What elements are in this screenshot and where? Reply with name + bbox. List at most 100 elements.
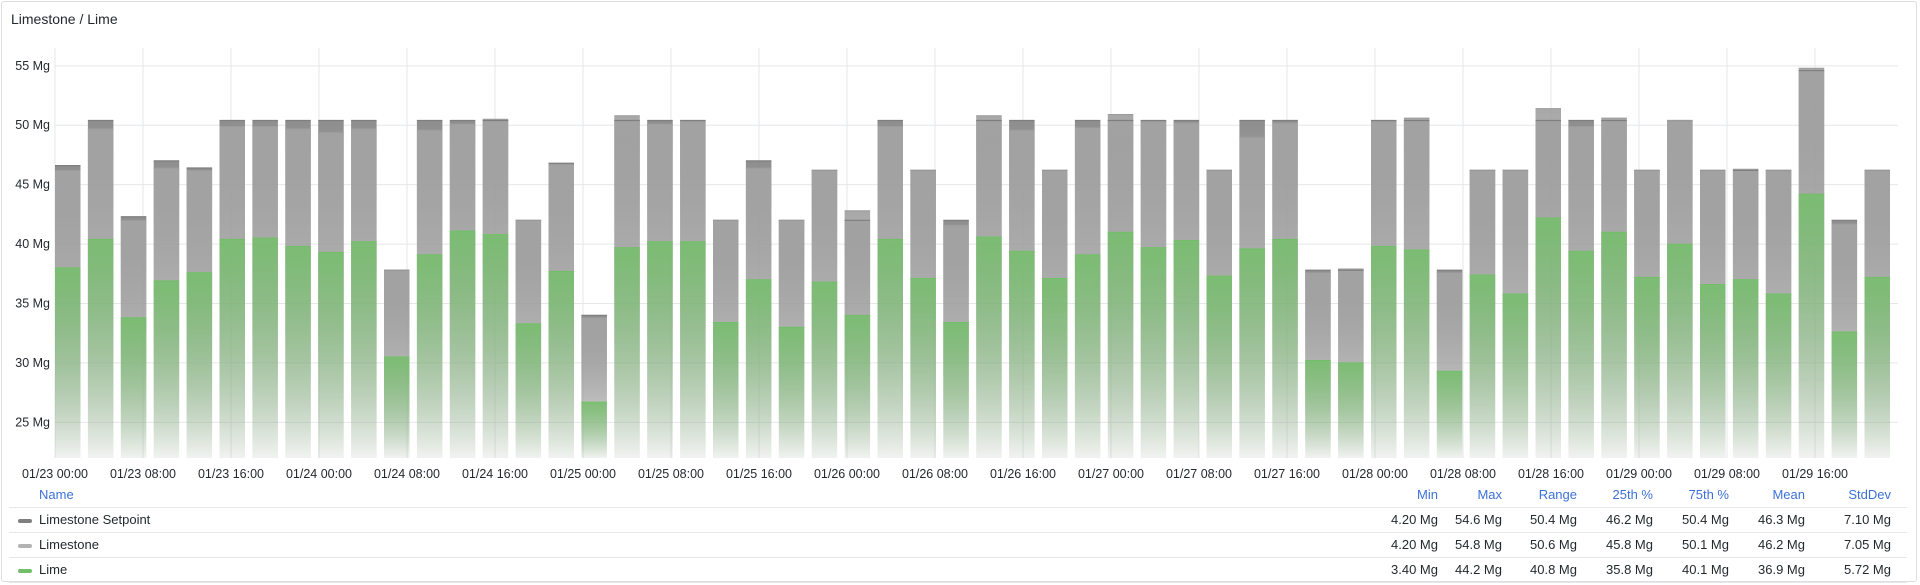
stat-stddev: 5.72 Mg: [1844, 562, 1891, 577]
bar-group: [351, 119, 377, 459]
bar-lime: [1371, 246, 1397, 458]
x-axis: 01/23 00:00 01/23 08:00 01/23 16:00 01/24 0…: [22, 467, 1848, 480]
bar-lime: [252, 238, 278, 458]
y-tick-label: 40 Mg: [15, 237, 50, 251]
bar-group: [1206, 169, 1232, 458]
stat-max: 44.2 Mg: [1455, 562, 1502, 577]
x-tick-label: 01/24 08:00: [374, 467, 440, 480]
stat-p75: 50.4 Mg: [1682, 512, 1729, 527]
bar-group: [1107, 114, 1134, 459]
stat-max: 54.6 Mg: [1455, 512, 1502, 527]
series-name[interactable]: Lime: [39, 562, 68, 577]
header-stddev[interactable]: StdDev: [1848, 487, 1891, 502]
legend-row-lime[interactable]: Lime 3.40 Mg 44.2 Mg 40.8 Mg 35.8 Mg 40.…: [9, 557, 1907, 583]
bar-lime: [548, 271, 574, 458]
stat-min: 4.20 Mg: [1391, 512, 1438, 527]
bar-group: [1469, 169, 1496, 458]
panel-title: Limestone / Lime: [11, 11, 118, 27]
bar-group: [1173, 119, 1200, 459]
bar-group: [680, 119, 706, 459]
series-swatch: [18, 569, 32, 573]
bar-group: [1403, 117, 1430, 459]
x-tick-label: 01/24 16:00: [462, 467, 528, 480]
bar-group: [482, 118, 509, 459]
bar-group: [713, 219, 739, 458]
bar-lime: [1831, 332, 1858, 458]
bar-group: [1732, 168, 1759, 458]
bar-group: [219, 119, 245, 459]
header-name[interactable]: Name: [39, 487, 74, 502]
bar-lime: [1042, 278, 1068, 458]
series-swatch: [18, 544, 32, 548]
bar-group: [416, 119, 443, 459]
bar-lime: [384, 356, 410, 458]
header-p75[interactable]: 75th %: [1688, 487, 1729, 502]
bar-lime: [1601, 232, 1627, 458]
y-tick-label: 35 Mg: [15, 297, 50, 311]
x-tick-label: 01/27 00:00: [1078, 467, 1144, 480]
bar-lime: [1140, 247, 1167, 458]
x-tick-label: 01/29 16:00: [1782, 467, 1848, 480]
bar-group: [745, 160, 772, 458]
bar-group: [1371, 119, 1397, 459]
bar-chart: 25 Mg 30 Mg 35 Mg 40 Mg 45 Mg 50 Mg 55 Mg 01/2…: [15, 48, 1898, 480]
header-min[interactable]: Min: [1417, 487, 1438, 502]
header-range[interactable]: Range: [1538, 487, 1577, 502]
bar-lime: [877, 239, 903, 458]
bar-lime: [219, 239, 245, 458]
legend-table: Name Min Max Range 25th % 75th % Mean St…: [9, 483, 1907, 583]
legend-row-setpoint[interactable]: Limestone Setpoint 4.20 Mg 54.6 Mg 50.4 …: [9, 507, 1907, 532]
header-mean[interactable]: Mean: [1772, 487, 1805, 502]
stat-range: 40.8 Mg: [1530, 562, 1577, 577]
bar-lime: [482, 234, 509, 458]
x-tick-label: 01/25 00:00: [550, 467, 616, 480]
bar-group: [910, 169, 936, 458]
bar-group: [120, 216, 147, 458]
bar-lime: [1009, 251, 1035, 458]
bar-group: [1042, 169, 1068, 458]
bar-lime: [1436, 371, 1463, 458]
bar-lime: [614, 247, 640, 458]
bar-lime: [1403, 250, 1430, 458]
bar-lime: [713, 322, 739, 458]
x-tick-label: 01/28 16:00: [1518, 467, 1584, 480]
bar-lime: [351, 241, 377, 458]
stat-stddev: 7.10 Mg: [1844, 512, 1891, 527]
bar-lime: [1700, 284, 1726, 458]
legend-row-limestone[interactable]: Limestone 4.20 Mg 54.8 Mg 50.6 Mg 45.8 M…: [9, 532, 1907, 557]
bar-group: [811, 169, 838, 458]
x-tick-label: 01/28 08:00: [1430, 467, 1496, 480]
bar-group: [1009, 119, 1035, 459]
bar-group: [1272, 119, 1298, 459]
x-tick-label: 01/25 08:00: [638, 467, 704, 480]
bar-lime: [1338, 362, 1364, 458]
bar-lime: [1798, 194, 1825, 458]
x-tick-label: 01/27 08:00: [1166, 467, 1232, 480]
x-tick-label: 01/28 00:00: [1342, 467, 1408, 480]
bar-lime: [910, 278, 936, 458]
header-max[interactable]: Max: [1477, 487, 1502, 502]
header-p25[interactable]: 25th %: [1612, 487, 1653, 502]
bar-group: [1634, 169, 1660, 458]
bar-group: [87, 119, 114, 459]
bar-group: [186, 167, 213, 458]
x-tick-label: 01/29 08:00: [1694, 467, 1760, 480]
bars: [55, 67, 1890, 459]
series-name[interactable]: Limestone: [39, 537, 99, 552]
y-tick-label: 50 Mg: [15, 118, 50, 132]
bar-group: [515, 219, 542, 458]
x-tick-label: 01/26 16:00: [990, 467, 1056, 480]
bar-group: [1140, 119, 1167, 459]
stat-mean: 36.9 Mg: [1758, 562, 1805, 577]
bar-group: [877, 119, 903, 459]
series-name[interactable]: Limestone Setpoint: [39, 512, 151, 527]
bar-lime: [680, 241, 706, 458]
bar-lime: [186, 272, 213, 458]
bar-lime: [1074, 254, 1101, 458]
stat-p25: 45.8 Mg: [1606, 537, 1653, 552]
y-tick-label: 55 Mg: [15, 59, 50, 73]
bar-lime: [811, 282, 838, 458]
bar-group: [943, 219, 969, 458]
bar-lime: [1568, 251, 1594, 458]
y-tick-label: 45 Mg: [15, 178, 50, 192]
